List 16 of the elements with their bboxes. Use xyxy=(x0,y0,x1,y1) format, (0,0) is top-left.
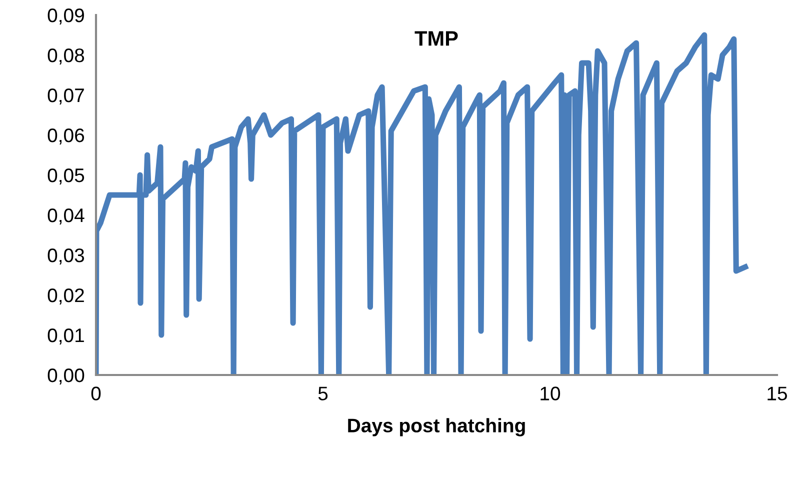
y-tick-label: 0,08 xyxy=(48,48,84,65)
x-tick-label: 0 xyxy=(91,386,101,400)
y-tick-label: 0,09 xyxy=(48,8,84,25)
x-tick-label: 15 xyxy=(768,386,787,400)
y-tick-label: 0,06 xyxy=(48,128,84,145)
x-tick-label: 5 xyxy=(318,386,328,400)
y-tick-label: 0,07 xyxy=(48,88,84,105)
y-tick-label: 0,05 xyxy=(48,168,84,185)
y-tick-label: 0,03 xyxy=(48,248,84,265)
x-axis-title: Days post hatching xyxy=(348,418,525,436)
x-tick-label: 10 xyxy=(540,386,560,400)
text: TMP xyxy=(414,31,458,46)
y-tick-label: 0,04 xyxy=(48,208,84,225)
y-tick-label: 0,00 xyxy=(48,368,84,385)
y-tick-label: 0,01 xyxy=(48,328,84,345)
y-tick-label: 0,02 xyxy=(48,288,84,305)
